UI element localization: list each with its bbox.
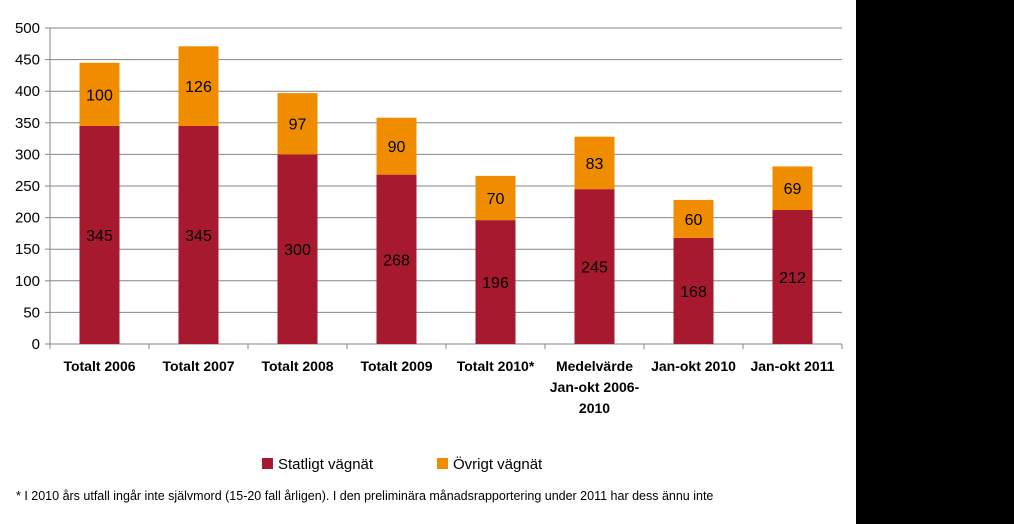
data-label: 245 bbox=[581, 260, 608, 277]
data-label: 97 bbox=[289, 117, 307, 134]
legend-swatch-ovrigt bbox=[437, 458, 448, 469]
bar-statligt bbox=[772, 210, 813, 344]
x-category-label: Totalt 2007 bbox=[162, 358, 234, 374]
bar-statligt bbox=[673, 237, 714, 344]
y-tick-label: 150 bbox=[15, 241, 40, 258]
y-tick-label: 500 bbox=[15, 20, 40, 37]
data-label: 60 bbox=[685, 212, 703, 229]
bar-statligt bbox=[574, 189, 615, 344]
bar-ovrigt bbox=[673, 199, 714, 238]
legend-swatch-statligt bbox=[262, 458, 273, 469]
x-category-label: Medelvärde bbox=[556, 358, 633, 374]
bar-statligt bbox=[79, 125, 120, 345]
data-label: 345 bbox=[185, 228, 212, 245]
data-label: 69 bbox=[784, 181, 802, 198]
y-tick-label: 300 bbox=[15, 146, 40, 163]
bar-ovrigt bbox=[277, 93, 318, 155]
gridlines bbox=[50, 27, 842, 313]
x-category-label: 2010 bbox=[579, 400, 610, 416]
x-category-label: Jan-okt 2011 bbox=[750, 358, 834, 374]
legend-label-statligt: Statligt vägnät bbox=[278, 456, 374, 473]
y-tick-label: 200 bbox=[15, 210, 40, 227]
y-axis-ticks: 0 50 100 150 200 250 300 350 400 450 500 bbox=[15, 20, 842, 353]
bar-statligt bbox=[376, 174, 417, 344]
bar-statligt bbox=[475, 220, 516, 344]
y-tick-label: 450 bbox=[15, 52, 40, 69]
data-label: 90 bbox=[388, 139, 406, 156]
x-category-label: Totalt 2008 bbox=[261, 358, 333, 374]
y-tick-label: 250 bbox=[15, 178, 40, 195]
y-tick-label: 100 bbox=[15, 273, 40, 290]
data-label: 345 bbox=[86, 228, 113, 245]
x-category-label: Jan-okt 2010 bbox=[651, 358, 736, 374]
bars bbox=[79, 46, 813, 345]
x-axis-categories: Totalt 2006 Totalt 2007 Totalt 2008 Totalt … bbox=[49, 344, 843, 416]
x-category-label: Totalt 2010* bbox=[457, 358, 535, 374]
footnote: * I 2010 års utfall ingår inte självmord… bbox=[16, 489, 714, 503]
y-tick-label: 0 bbox=[32, 336, 40, 353]
legend: Statligt vägnät Övrigt vägnät bbox=[262, 455, 543, 473]
data-label: 196 bbox=[482, 275, 509, 292]
y-tick-label: 50 bbox=[23, 304, 40, 321]
x-category-label: Totalt 2009 bbox=[360, 358, 432, 374]
bar-ovrigt bbox=[475, 175, 516, 221]
chart-area: 0 50 100 150 200 250 300 350 400 450 500 345 100 345… bbox=[0, 0, 856, 524]
data-label: 168 bbox=[680, 284, 707, 301]
legend-label-ovrigt: Övrigt vägnät bbox=[453, 455, 543, 473]
data-labels: 345 100 345 126 300 97 268 90 196 70 245 83 168 60 212… bbox=[86, 79, 806, 301]
bar-ovrigt bbox=[772, 166, 813, 211]
data-label: 300 bbox=[284, 242, 311, 259]
bar-ovrigt bbox=[376, 117, 417, 175]
y-tick-label: 350 bbox=[15, 115, 40, 132]
bar-ovrigt bbox=[178, 46, 219, 126]
data-label: 268 bbox=[383, 252, 410, 269]
data-label: 70 bbox=[487, 191, 505, 208]
y-tick-label: 400 bbox=[15, 83, 40, 100]
x-category-label: Totalt 2006 bbox=[63, 358, 135, 374]
bar-statligt bbox=[178, 125, 219, 345]
data-label: 83 bbox=[586, 156, 604, 173]
bar-statligt bbox=[277, 154, 318, 344]
bar-ovrigt bbox=[79, 62, 120, 126]
data-label: 212 bbox=[779, 270, 806, 287]
x-category-label: Jan-okt 2006- bbox=[550, 379, 640, 395]
bar-ovrigt bbox=[574, 136, 615, 190]
data-label: 100 bbox=[86, 87, 113, 104]
black-background-panel bbox=[856, 0, 1014, 524]
data-label: 126 bbox=[185, 79, 212, 96]
